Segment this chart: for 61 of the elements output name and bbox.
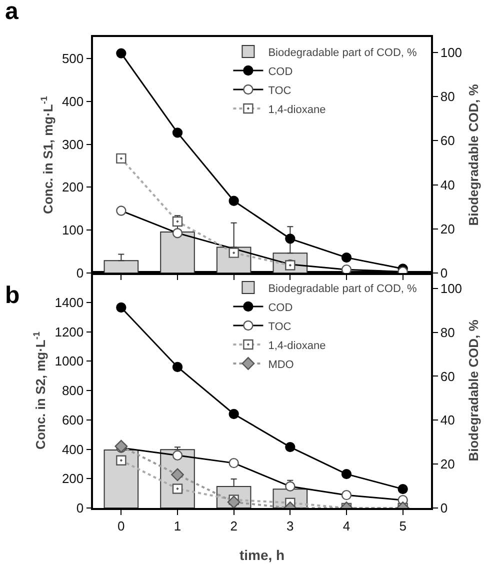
x-tick-label: 5 xyxy=(399,518,406,534)
point xyxy=(228,196,239,206)
y2-axis-title: Biodegradable COD, % xyxy=(466,319,482,462)
point xyxy=(114,440,128,453)
y-tick-label: 100 xyxy=(62,222,84,238)
x-tick-label: 1 xyxy=(174,518,182,534)
point xyxy=(171,468,184,482)
point xyxy=(341,252,352,263)
y2-tick-label: 100 xyxy=(440,280,462,296)
point xyxy=(172,128,183,138)
point xyxy=(341,468,352,480)
x-axis-title: time, h xyxy=(239,547,285,564)
y-tick-label: 1400 xyxy=(54,294,84,310)
y2-tick-label: 40 xyxy=(440,177,455,192)
point xyxy=(228,408,239,420)
y-tick-label: 400 xyxy=(62,442,84,457)
y-tick-label: 1000 xyxy=(54,354,84,369)
y-tick-label: 500 xyxy=(62,51,84,66)
y-tick-label: 1200 xyxy=(54,324,84,340)
y2-tick-label: 60 xyxy=(440,133,455,148)
point xyxy=(398,484,408,494)
x-tick-label: 3 xyxy=(286,518,294,534)
y-tick-label: 800 xyxy=(62,383,84,398)
point xyxy=(116,302,126,313)
y2-tick-label: 20 xyxy=(440,456,455,472)
y2-tick-label: 60 xyxy=(440,368,455,384)
chart-title: b xyxy=(4,282,20,309)
y2-axis-title: Biodegradable COD, % xyxy=(466,84,482,226)
point xyxy=(285,442,296,452)
x-tick-label: 0 xyxy=(118,518,125,534)
legend-label: 1,4-dioxane xyxy=(268,104,326,116)
y2-tick-label: 80 xyxy=(440,324,455,340)
y-tick-label: 300 xyxy=(62,136,84,152)
y-tick-label: 400 xyxy=(62,94,84,109)
legend-label: Biodegradable part of COD, % xyxy=(268,46,417,59)
y-tick-label: 0 xyxy=(76,266,84,281)
chart-title: a xyxy=(4,0,19,25)
y2-tick-label: 100 xyxy=(440,44,462,60)
legend-label: TOC xyxy=(268,320,292,333)
y2-tick-label: 40 xyxy=(440,412,455,428)
legend-label: COD xyxy=(268,302,293,314)
y2-tick-label: 20 xyxy=(440,221,455,236)
legend-label: MDO xyxy=(268,358,294,371)
bar xyxy=(104,450,139,508)
y2-tick-label: 80 xyxy=(440,89,455,104)
x-tick-label: 4 xyxy=(342,518,350,534)
y2-tick-label: 0 xyxy=(440,266,448,281)
x-tick-label: 2 xyxy=(230,518,238,534)
legend-label: Biodegradable part of COD, % xyxy=(268,282,417,295)
y2-tick-label: 0 xyxy=(440,500,448,516)
point xyxy=(116,48,126,58)
bar xyxy=(160,231,195,273)
y-tick-label: 600 xyxy=(62,412,84,428)
legend-label: TOC xyxy=(268,84,292,97)
point xyxy=(285,234,296,244)
point xyxy=(172,362,183,372)
y-tick-label: 200 xyxy=(62,180,84,195)
legend-label: COD xyxy=(268,66,293,78)
y-tick-label: 0 xyxy=(76,500,84,516)
legend-label: 1,4-dioxane xyxy=(268,340,326,352)
y-tick-label: 200 xyxy=(62,471,84,486)
